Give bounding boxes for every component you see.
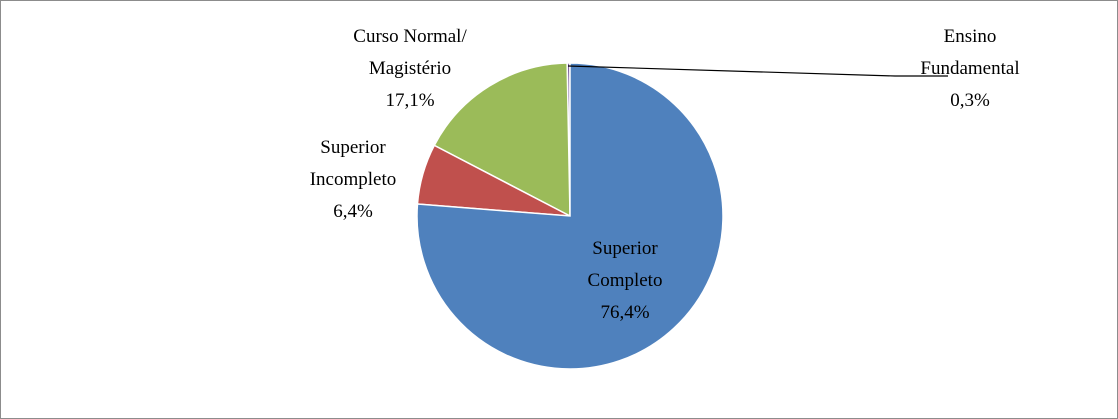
category-label: Superior Incompleto: [309, 137, 397, 190]
pie-slice: [416, 62, 724, 370]
slice-label: Superior Completo 76,4%: [588, 233, 663, 329]
category-label: Superior Completo: [587, 238, 663, 291]
value-label: 0,3%: [950, 90, 990, 111]
value-label: 17,1%: [385, 90, 435, 111]
slice-label: Curso Normal/ Magistério 17,1%: [353, 21, 466, 117]
category-label: Curso Normal/ Magistério: [353, 26, 467, 79]
value-label: 6,4%: [333, 201, 373, 222]
leader-line: [567, 65, 948, 77]
pie-slice: [433, 62, 571, 218]
category-label: Ensino Fundamental: [920, 26, 1020, 79]
slice-label: Ensino Fundamental 0,3%: [920, 21, 1019, 117]
slice-label: Superior Incompleto 6,4%: [310, 132, 397, 228]
value-label: 76,4%: [600, 302, 650, 323]
